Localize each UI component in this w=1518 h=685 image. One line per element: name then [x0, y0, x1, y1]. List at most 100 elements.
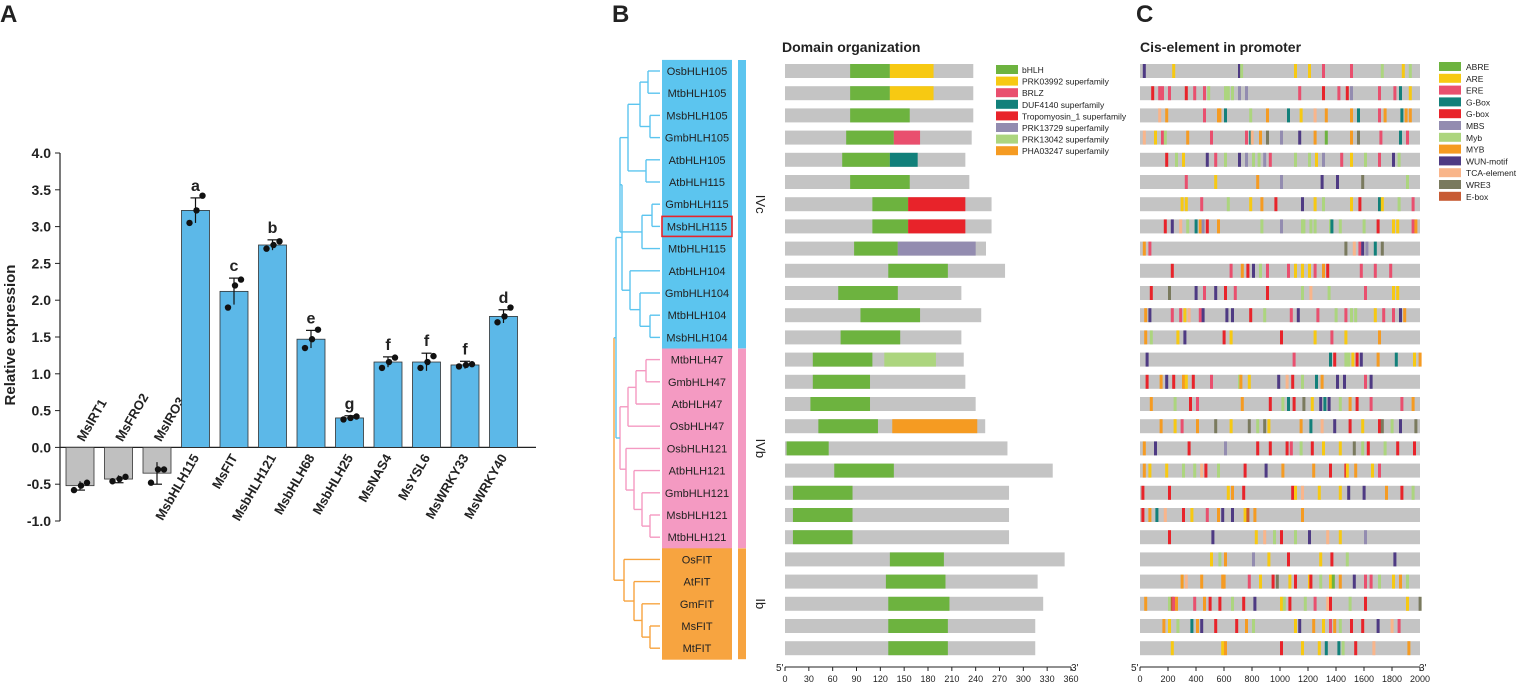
domain-axis-3prime: 3': [1071, 663, 1079, 674]
significance-letter: e: [307, 310, 316, 327]
cis-element-mark: [1231, 508, 1234, 522]
data-point: [276, 238, 283, 245]
cis-element-mark: [1396, 286, 1400, 300]
cis-element-mark: [1362, 219, 1366, 234]
cis-element-mark: [1294, 530, 1297, 545]
cis-element-mark: [1301, 508, 1304, 522]
cis-element-mark: [1313, 596, 1317, 611]
cis-element-mark: [1184, 574, 1188, 589]
domain-segment: [888, 619, 948, 633]
promoter-bar: [1140, 552, 1420, 567]
gene-label-box: [662, 237, 732, 261]
cis-element-mark: [1408, 86, 1412, 101]
cis-element-mark: [1378, 86, 1381, 101]
cis-element-mark: [1301, 263, 1304, 278]
gene-name: MtbHLH121: [668, 532, 727, 544]
cis-element-mark: [1163, 508, 1167, 522]
cis-element-mark: [1308, 64, 1311, 78]
cis-element-mark: [1225, 308, 1229, 323]
cis-element-mark: [1280, 175, 1283, 189]
cis-element-mark: [1280, 330, 1283, 345]
cis-element-mark: [1413, 352, 1416, 367]
gene-name: GmbHLH47: [668, 377, 726, 389]
cis-element-mark: [1333, 419, 1337, 434]
data-point: [507, 304, 514, 311]
cis-element-mark: [1224, 641, 1227, 656]
cis-element-mark: [1222, 330, 1226, 345]
cis-element-mark: [1348, 419, 1352, 434]
gene-name: OsbHLH121: [667, 443, 728, 455]
cis-element-mark: [1331, 574, 1335, 589]
data-point: [468, 361, 476, 368]
x-tick-label: MsbHLH25: [310, 451, 357, 517]
data-point: [353, 413, 360, 420]
cis-element-mark: [1252, 152, 1255, 167]
cis-element-mark: [1256, 419, 1260, 434]
cis-element-mark: [1268, 441, 1272, 456]
cis-element-mark: [1247, 374, 1251, 389]
cis-element-mark: [1222, 574, 1226, 589]
y-tick-label: 0.5: [32, 403, 52, 419]
cis-element-mark: [1336, 374, 1339, 389]
cis-element-mark: [1418, 596, 1422, 611]
bar-MsWRKY40: [489, 315, 518, 448]
cis-element-mark: [1182, 463, 1185, 478]
cis-element-mark: [1361, 441, 1365, 456]
cis-element-mark: [1289, 441, 1293, 456]
cis-element-mark: [1260, 219, 1264, 234]
cis-element-mark: [1364, 286, 1367, 300]
cis-element-mark: [1399, 130, 1402, 145]
cis-element-mark: [1357, 130, 1360, 145]
cis-element-mark: [1247, 574, 1251, 589]
x-tick-label: MsIRT1: [74, 396, 110, 444]
legend-label: PHA03247 superfamily: [1022, 146, 1110, 156]
cis-element-mark: [1344, 330, 1348, 345]
legend-swatch: [1439, 156, 1461, 166]
cis-element-mark: [1354, 463, 1358, 478]
domain-segment: [897, 241, 976, 256]
cis-element-mark: [1142, 130, 1146, 145]
cis-element-mark: [1411, 219, 1415, 234]
gene-name: MsbHLH105: [666, 110, 727, 122]
domain-segment: [889, 152, 918, 167]
cis-element-mark: [1214, 419, 1218, 434]
cis-element-mark: [1411, 397, 1415, 411]
legend-label: bHLH: [1022, 65, 1044, 75]
domain-segment: [892, 419, 978, 434]
gene-label-box: [662, 259, 732, 283]
cis-element-mark: [1184, 374, 1188, 389]
cis-element-mark: [1252, 619, 1255, 633]
cis-element-mark: [1266, 263, 1269, 278]
cis-element-mark: [1184, 86, 1188, 101]
cis-element-mark: [1203, 596, 1206, 611]
promoter-bar: [1140, 463, 1420, 478]
cis-element-mark: [1369, 574, 1373, 589]
cis-element-mark: [1301, 197, 1304, 212]
cis-element-mark: [1218, 596, 1222, 611]
cis-element-mark: [1373, 241, 1377, 256]
cis-element-mark: [1291, 485, 1295, 500]
gene-label-box: [662, 126, 732, 150]
cis-element-mark: [1404, 108, 1408, 123]
cis-element-mark: [1163, 130, 1167, 145]
cis-element-mark: [1380, 64, 1384, 78]
cis-element-mark: [1144, 596, 1148, 611]
cis-element-mark: [1359, 352, 1363, 367]
cis-element-mark: [1287, 108, 1290, 123]
cis-element-mark: [1324, 130, 1328, 145]
cis-element-mark: [1193, 596, 1197, 611]
cis-element-mark: [1173, 397, 1177, 411]
legend-swatch: [1439, 109, 1461, 119]
group-label-IVc: IVc: [753, 195, 768, 214]
legend-swatch: [996, 111, 1018, 121]
legend-label: ABRE: [1466, 62, 1489, 72]
domain-x-tick-label: 300: [1016, 674, 1031, 684]
y-tick-label: 2.0: [32, 292, 52, 308]
cis-element-mark: [1266, 286, 1269, 300]
cis-element-mark: [1361, 175, 1365, 189]
gene-label-box: [662, 570, 732, 594]
legend-label: ERE: [1466, 86, 1484, 96]
cis-element-mark: [1242, 485, 1246, 500]
data-point: [494, 319, 501, 326]
cis-element-mark: [1224, 86, 1227, 101]
